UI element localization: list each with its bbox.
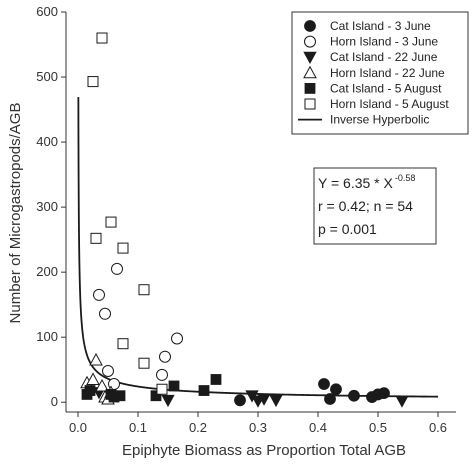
data-point <box>89 352 103 366</box>
legend-label: Cat Island - 5 August <box>330 81 442 95</box>
curve-layer <box>77 97 439 398</box>
inverse-hyperbolic-curve <box>77 97 439 398</box>
data-point <box>138 284 150 296</box>
data-point <box>99 307 111 320</box>
y-tick-label: 500 <box>36 69 58 84</box>
x-tick-label: 0.1 <box>129 420 147 435</box>
data-point <box>161 394 175 408</box>
y-tick-label: 400 <box>36 134 58 149</box>
legend-label: Horn Island - 5 August <box>330 97 449 111</box>
data-point <box>156 383 168 395</box>
x-tick-label: 0.6 <box>429 420 447 435</box>
data-point <box>117 242 129 254</box>
data-point <box>156 368 168 381</box>
y-tick-label: 600 <box>36 4 58 19</box>
data-point <box>318 378 330 390</box>
y-tick-label: 200 <box>36 264 58 279</box>
legend-label: Cat Island - 3 June <box>330 19 431 33</box>
y-tick-label: 300 <box>36 199 58 214</box>
x-ticks: 0.0 0.1 0.2 0.3 0.4 0.5 0.6 <box>69 412 447 435</box>
legend-label: Horn Island - 3 June <box>330 35 438 49</box>
data-point <box>257 393 271 406</box>
legend-box <box>291 11 469 135</box>
legend-marker <box>303 51 317 65</box>
y-tick-label: 0 <box>51 394 58 409</box>
data-point <box>150 390 162 402</box>
equation-box <box>313 167 437 245</box>
x-axis-title: Epiphyte Biomass as Proportion Total AGB <box>122 442 406 459</box>
data-point <box>378 387 390 400</box>
data-point <box>117 338 129 350</box>
data-point <box>210 374 222 385</box>
legend-marker <box>304 35 316 48</box>
data-point <box>159 350 171 363</box>
equation-annotation: Y = 6.35 * X -0.58 r = 0.42; n = 54 p = 0… <box>313 167 437 245</box>
y-axis-title: Number of Microgastropods/AGB <box>7 103 24 324</box>
data-point <box>348 389 360 402</box>
data-point <box>96 32 108 44</box>
legend-marker <box>303 65 317 79</box>
data-point <box>330 383 342 396</box>
data-point <box>105 216 117 228</box>
data-point <box>269 394 283 408</box>
legend-label: Inverse Hyperbolic <box>330 113 429 127</box>
data-point <box>324 393 336 405</box>
x-tick-label: 0.3 <box>249 420 267 435</box>
legend-label: Cat Island - 22 June <box>330 50 438 64</box>
equation-line-1: Y = 6.35 * X -0.58 <box>318 173 415 191</box>
data-points <box>80 32 409 408</box>
legend-marker <box>304 98 316 110</box>
equation-main: Y = 6.35 * X <box>318 175 394 191</box>
data-point <box>114 390 126 402</box>
x-tick-label: 0.4 <box>309 420 327 435</box>
data-point <box>90 232 102 244</box>
data-point <box>138 357 150 369</box>
data-point <box>86 372 100 385</box>
legend-marker <box>304 83 316 94</box>
y-tick-label: 100 <box>36 329 58 344</box>
equation-line-3: p = 0.001 <box>318 221 377 237</box>
equation-exponent: -0.58 <box>395 173 416 183</box>
data-point <box>93 288 105 301</box>
data-point <box>234 394 246 407</box>
data-point <box>171 332 183 345</box>
data-point <box>87 76 99 88</box>
x-tick-label: 0.2 <box>189 420 207 435</box>
data-point <box>198 385 210 396</box>
x-tick-label: 0.0 <box>69 420 87 435</box>
data-point <box>95 378 109 392</box>
legend-label: Horn Island - 22 June <box>330 66 445 80</box>
equation-line-2: r = 0.42; n = 54 <box>318 198 413 214</box>
y-ticks: 0 100 200 300 400 500 600 <box>36 4 66 409</box>
data-point <box>395 395 409 408</box>
legend-marker <box>304 20 316 32</box>
data-point <box>84 385 96 396</box>
data-point <box>168 380 180 392</box>
data-point <box>111 262 123 275</box>
x-tick-label: 0.5 <box>369 420 387 435</box>
data-point <box>102 365 114 378</box>
